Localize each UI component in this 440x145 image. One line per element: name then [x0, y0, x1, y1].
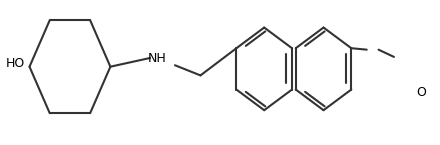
Text: NH: NH: [148, 51, 166, 65]
Text: HO: HO: [5, 57, 25, 70]
Text: O: O: [416, 86, 426, 99]
